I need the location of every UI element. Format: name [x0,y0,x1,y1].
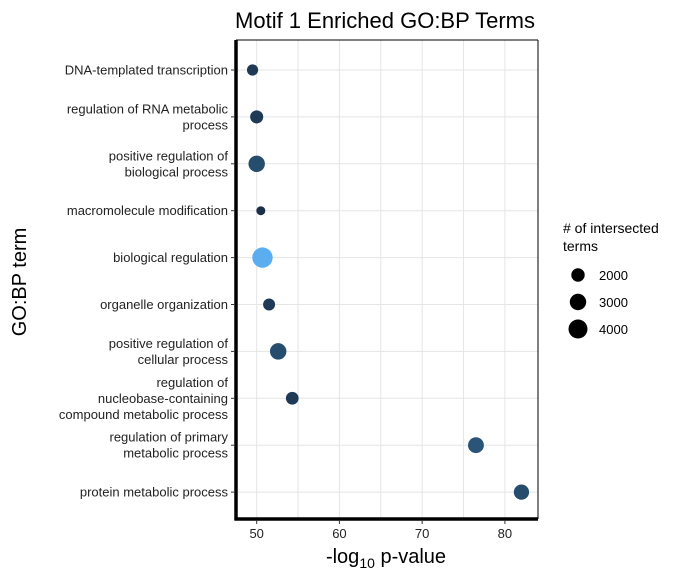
data-point [285,391,299,405]
y-tick-label: protein metabolic process [80,485,229,500]
y-tick-label: biological regulation [113,250,228,265]
data-point [269,343,287,360]
x-axis-title: -log10 p-value [326,546,446,571]
data-point [513,484,530,500]
y-tick-label: organelle organization [100,297,228,312]
x-axis-title-main: -log [326,546,359,568]
legend-key [568,319,588,339]
x-tick-label: 60 [332,526,346,541]
y-axis-title: GO:BP term [9,228,31,337]
x-tick-label: 50 [249,526,263,541]
data-point [250,110,264,124]
y-tick-label: positive regulation of biological process [109,148,229,179]
y-tick-label: DNA-templated transcription [65,63,228,78]
y-tick-label: regulation of nucleobase-containing compou… [59,375,229,422]
data-point [248,155,265,173]
legend-label: 3000 [599,295,628,310]
data-point [263,298,276,311]
data-point [246,64,259,76]
x-axis-title-subscript: 10 [359,555,375,571]
y-tick-label: regulation of RNA metabolic process [67,101,229,132]
chart-title: Motif 1 Enriched GO:BP Terms [235,8,535,33]
y-tick-label: regulation of primary metabolic process [110,430,229,461]
legend: # of intersected terms 2000 3000 4000 [563,220,659,339]
y-tick-label: macromolecule modification [67,203,228,218]
x-tick-label: 70 [415,526,429,541]
data-point [468,437,484,454]
y-tick-label: positive regulation of cellular process [109,336,229,367]
x-tick-label: 80 [498,526,512,541]
legend-key [571,268,585,282]
data-point [256,206,266,216]
legend-title-line1: # of intersected [563,220,659,236]
x-axis-title-rest: p-value [375,546,446,568]
plot-panel [236,40,538,519]
legend-title-line2: terms [563,238,598,254]
legend-key [569,293,587,311]
plot-area: 50 60 70 80 DNA-templated transcription regul… [59,39,539,541]
legend-label: 4000 [599,322,628,337]
legend-label: 2000 [599,268,628,283]
data-point [252,247,273,268]
